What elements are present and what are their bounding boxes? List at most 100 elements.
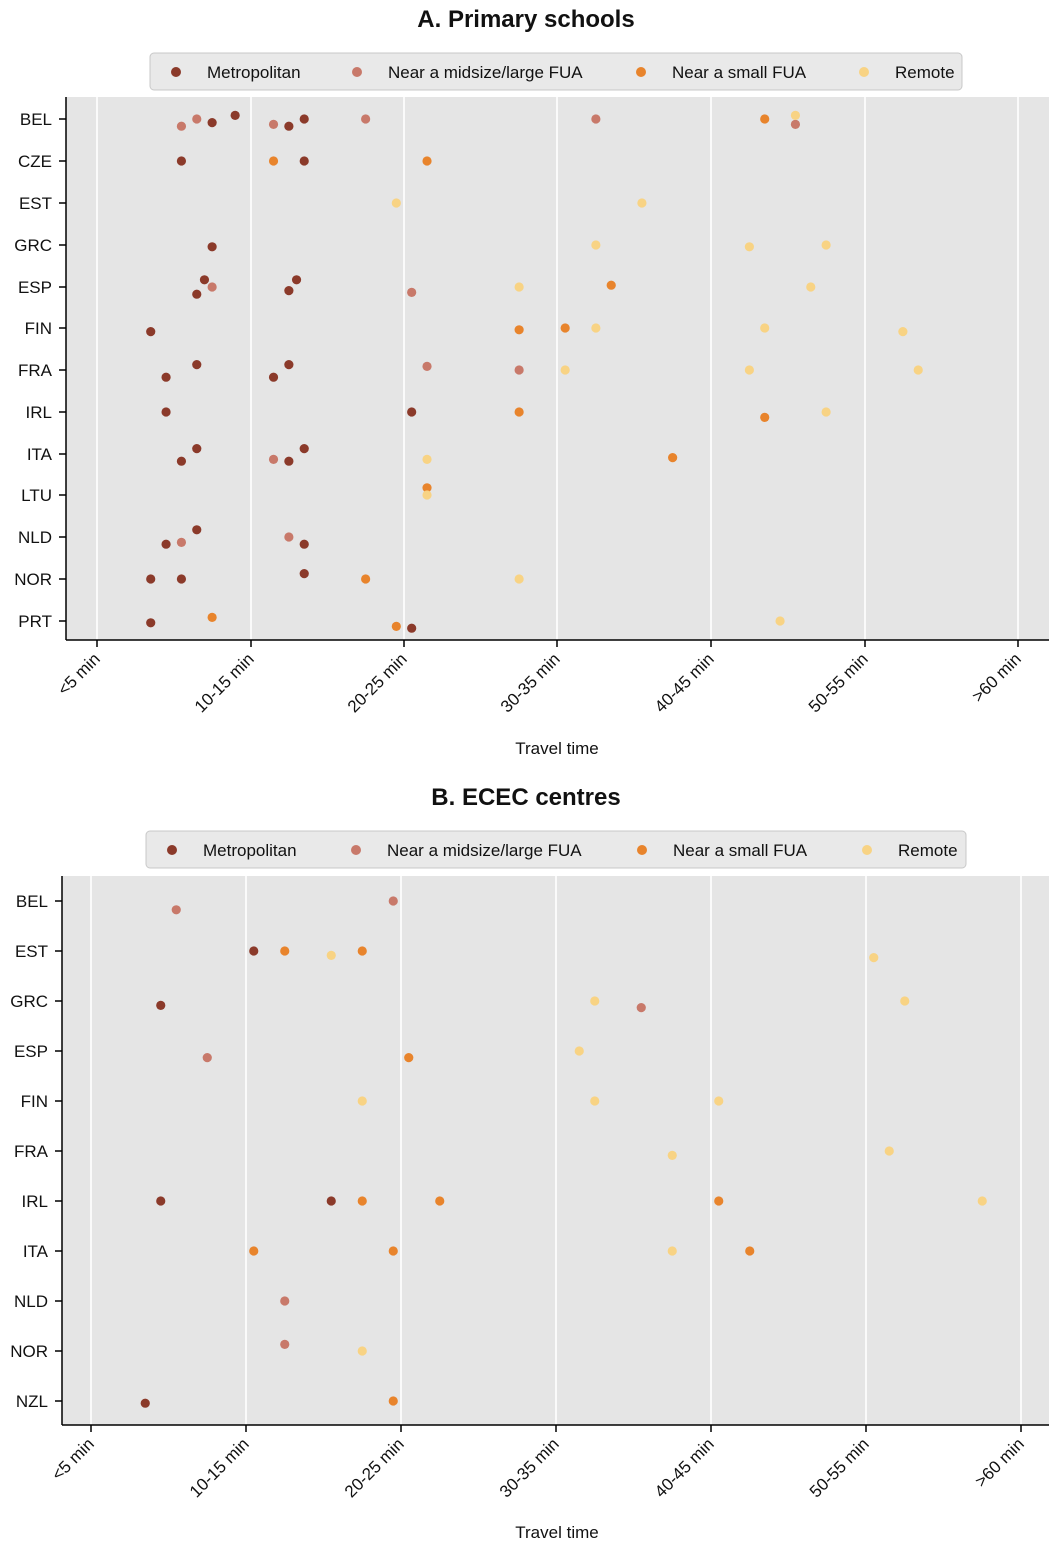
panel-a-point-metropolitan bbox=[299, 114, 309, 124]
panel-a-point-near-a-midsize-large-fua bbox=[361, 114, 371, 124]
panel-a-point-near-a-small-fua bbox=[361, 574, 371, 584]
panel-a-point-metropolitan bbox=[146, 327, 156, 337]
panel-b-point-remote bbox=[667, 1246, 677, 1256]
panel-a-point-near-a-midsize-large-fua bbox=[422, 361, 432, 371]
panel-b-point-remote bbox=[574, 1046, 584, 1056]
panel-b-y-tick-label-nzl: NZL bbox=[16, 1392, 48, 1411]
panel-a-point-metropolitan bbox=[176, 156, 187, 166]
panel-a-point-near-a-midsize-large-fua bbox=[176, 121, 187, 131]
panel-a-y-tick-label-prt: PRT bbox=[18, 612, 52, 631]
legend-a-metropolitan-label: Metropolitan bbox=[207, 63, 301, 82]
panel-a-point-near-a-small-fua bbox=[422, 156, 432, 166]
panel-a-y-tick-label-irl: IRL bbox=[26, 403, 52, 422]
panel-a-point-remote bbox=[760, 323, 770, 333]
legend-a-midsize-marker bbox=[352, 67, 362, 77]
panel-b-y-tick-label-ita: ITA bbox=[23, 1242, 49, 1261]
panel-b-point-remote bbox=[590, 1096, 600, 1106]
panel-a-point-metropolitan bbox=[192, 289, 202, 299]
panel-b-point-remote bbox=[326, 950, 336, 961]
panel-a-point-near-a-small-fua bbox=[760, 412, 770, 422]
panel-a-point-remote bbox=[775, 616, 785, 626]
panel-a-point-remote bbox=[637, 198, 647, 208]
panel-a-point-remote bbox=[591, 323, 601, 333]
legend-a-small-marker bbox=[636, 67, 646, 77]
panel-a-point-metropolitan bbox=[299, 569, 309, 579]
panel-b-y-tick-label-esp: ESP bbox=[14, 1042, 48, 1061]
panel-b-legend-box bbox=[145, 830, 967, 869]
panel-b-point-remote bbox=[714, 1096, 724, 1106]
panel-b-point-near-a-small-fua bbox=[435, 1196, 445, 1206]
panel-a-point-metropolitan bbox=[299, 539, 309, 549]
panel-a-point-near-a-midsize-large-fua bbox=[284, 532, 294, 542]
panel-a-point-near-a-small-fua bbox=[514, 407, 524, 417]
panel-b-legend: Metropolitan Near a midsize/large FUA Ne… bbox=[145, 830, 967, 869]
panel-a-point-remote bbox=[514, 282, 524, 292]
panel-a-point-metropolitan bbox=[268, 372, 279, 382]
panel-a-point-remote bbox=[514, 574, 524, 584]
panel-a-y-tick-label-nld: NLD bbox=[18, 528, 52, 547]
legend-b-small-label: Near a small FUA bbox=[673, 841, 808, 860]
panel-a-y-tick-label-bel: BEL bbox=[20, 110, 52, 129]
panel-b-point-metropolitan bbox=[156, 1000, 166, 1011]
legend-a-remote-label: Remote bbox=[895, 63, 955, 82]
panel-b-y-tick-label-fin: FIN bbox=[21, 1092, 48, 1111]
panel-a-point-metropolitan bbox=[407, 407, 417, 417]
panel-a-point-near-a-midsize-large-fua bbox=[268, 454, 279, 464]
legend-a-metropolitan-marker bbox=[171, 67, 181, 77]
panel-a-point-remote bbox=[821, 407, 831, 417]
panel-b-point-near-a-small-fua bbox=[280, 946, 290, 956]
panel-b: B. ECEC centres BEL EST GRC ESP FIN FRA IRL ITA… bbox=[10, 784, 1049, 1542]
panel-b-point-metropolitan bbox=[249, 946, 259, 956]
panel-a-y-tick-label-esp: ESP bbox=[18, 278, 52, 297]
panel-b-point-near-a-midsize-large-fua bbox=[388, 896, 398, 906]
panel-a-point-near-a-midsize-large-fua bbox=[407, 287, 417, 297]
panel-b-point-remote bbox=[667, 1150, 677, 1160]
panel-a-point-near-a-small-fua bbox=[760, 114, 770, 124]
panel-a-point-remote bbox=[422, 454, 432, 464]
legend-b-remote-label: Remote bbox=[898, 841, 958, 860]
panel-a-point-near-a-small-fua bbox=[422, 483, 432, 493]
panel-b-point-near-a-small-fua bbox=[357, 1196, 367, 1206]
panel-b-point-metropolitan bbox=[140, 1398, 150, 1408]
panel-a-x-axis-title: Travel time bbox=[515, 739, 598, 758]
legend-a-midsize-label: Near a midsize/large FUA bbox=[388, 63, 583, 82]
panel-b-point-remote bbox=[357, 1096, 367, 1106]
panel-b-y-tick-label-bel: BEL bbox=[16, 892, 48, 911]
panel-a-point-remote bbox=[391, 198, 401, 208]
panel-a-y-tick-label-fin: FIN bbox=[25, 319, 52, 338]
panel-a-point-remote bbox=[560, 365, 570, 375]
panel-b-y-tick-label-fra: FRA bbox=[14, 1142, 49, 1161]
panel-a-point-remote bbox=[591, 240, 601, 250]
panel-a-point-metropolitan bbox=[192, 444, 202, 454]
panel-b-point-remote bbox=[357, 1346, 367, 1356]
panel-a-point-near-a-small-fua bbox=[391, 621, 401, 632]
panel-a-point-near-a-midsize-large-fua bbox=[268, 119, 279, 129]
panel-a-point-metropolitan bbox=[299, 444, 309, 454]
panel-b-point-near-a-midsize-large-fua bbox=[636, 1003, 646, 1013]
panel-b-point-metropolitan bbox=[326, 1196, 336, 1206]
panel-a-point-near-a-midsize-large-fua bbox=[591, 114, 601, 124]
legend-b-small-marker bbox=[637, 845, 647, 855]
legend-b-metropolitan-marker bbox=[167, 845, 177, 855]
panel-b-point-remote bbox=[884, 1146, 894, 1156]
panel-b-point-remote bbox=[900, 996, 910, 1006]
panel-a-point-remote bbox=[821, 240, 831, 250]
panel-a-point-near-a-small-fua bbox=[514, 325, 524, 335]
panel-b-point-near-a-midsize-large-fua bbox=[171, 905, 181, 915]
panel-a-y-tick-label-fra: FRA bbox=[18, 361, 53, 380]
panel-a-point-metropolitan bbox=[207, 118, 217, 128]
panel-a-legend-box bbox=[149, 52, 963, 91]
panel-a-point-metropolitan bbox=[284, 121, 294, 131]
panel-b-point-remote bbox=[869, 953, 879, 963]
panel-a-y-tick-label-ita: ITA bbox=[27, 445, 53, 464]
panel-a-point-metropolitan bbox=[299, 156, 309, 166]
panel-a-point-metropolitan bbox=[192, 360, 202, 370]
panel-b-y-tick-label-irl: IRL bbox=[22, 1192, 48, 1211]
panel-a-point-remote bbox=[898, 327, 908, 337]
panel-a-point-metropolitan bbox=[176, 574, 187, 584]
panel-b-point-near-a-small-fua bbox=[404, 1053, 414, 1063]
panel-b-point-near-a-midsize-large-fua bbox=[280, 1339, 290, 1349]
panel-b-point-remote bbox=[590, 996, 600, 1006]
panel-a-point-near-a-small-fua bbox=[560, 323, 570, 333]
